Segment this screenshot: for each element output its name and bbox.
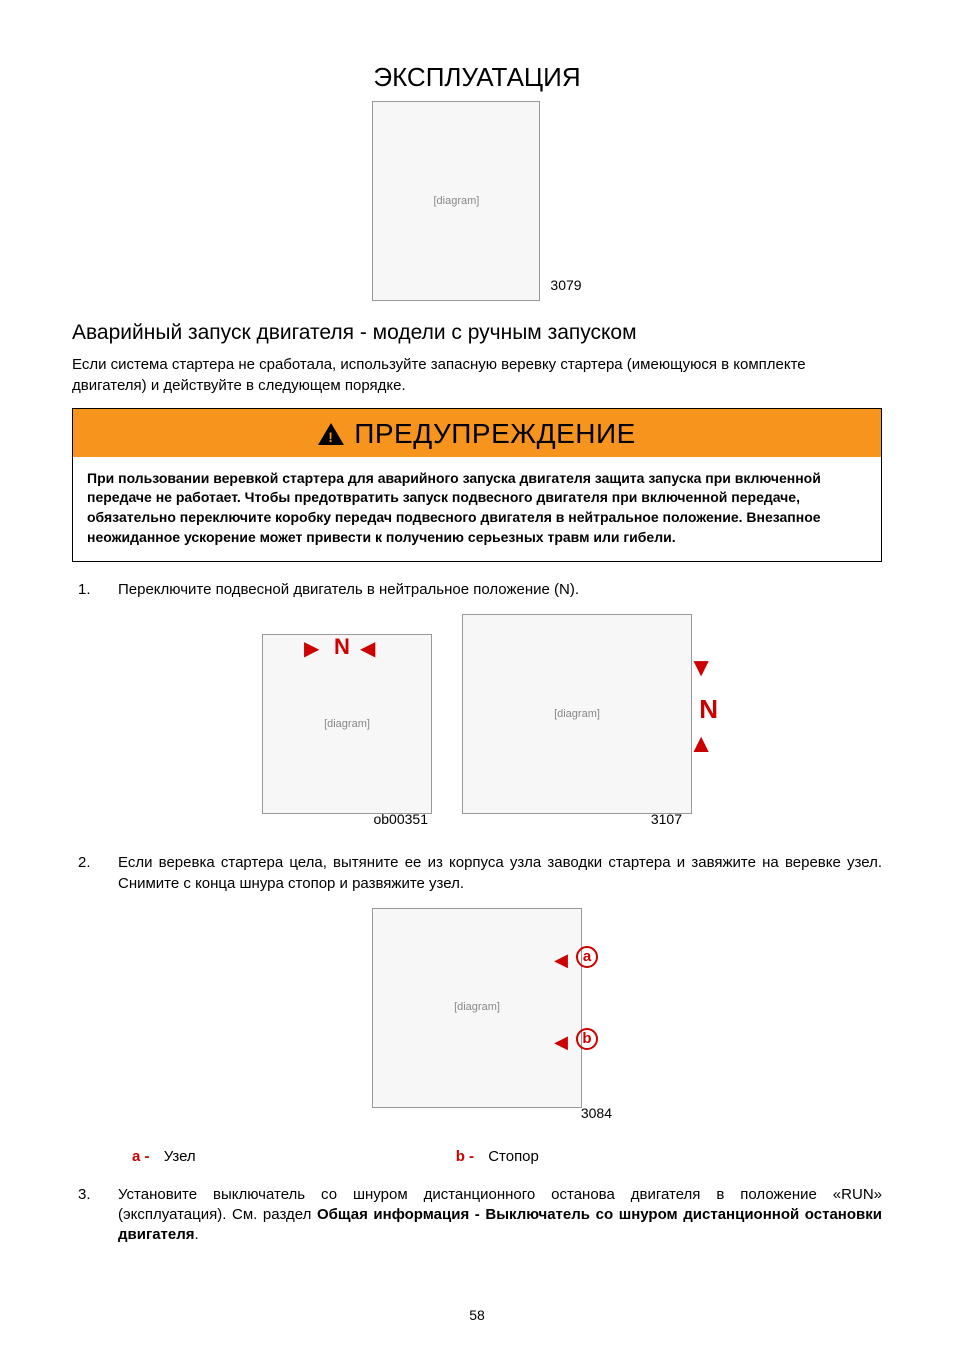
arrow-up-icon: ▲ — [688, 726, 714, 761]
arrow-down-icon: ▼ — [688, 650, 714, 685]
step-3-text-seg-2: . — [195, 1226, 199, 1243]
callout-b: b — [576, 1028, 598, 1050]
step-2-figures: [diagram] a ◀ b ◀ 3084 — [72, 908, 882, 1129]
intro-text: Если система стартера не сработала, испо… — [72, 355, 882, 396]
legend-a-key: a - — [132, 1148, 150, 1165]
page-number: 58 — [72, 1306, 882, 1325]
figure-top-number: 3079 — [550, 276, 581, 295]
warning-box: ПРЕДУПРЕЖДЕНИЕ При пользовании веревкой … — [72, 408, 882, 562]
step-2-text: Если веревка стартера цела, вытяните ее … — [118, 854, 882, 891]
step-1-figures: [diagram] N ▶ ◀ ob00351 [diagram] N ▼ ▲ … — [72, 614, 882, 835]
page-title: ЭКСПЛУАТАЦИЯ — [72, 60, 882, 95]
figure-neutral-remote: [diagram] — [462, 614, 692, 814]
neutral-label-n: N — [334, 632, 350, 662]
step-3: Установите выключатель со шнуром дистанц… — [72, 1185, 882, 1246]
figure-starter-rope-num: 3084 — [581, 1104, 612, 1123]
warning-body-text: При пользовании веревкой стартера для ав… — [73, 457, 881, 561]
arrow-right-icon: ▶ — [304, 636, 319, 663]
warning-header: ПРЕДУПРЕЖДЕНИЕ — [73, 409, 881, 457]
step-2-legend: a - Узел b - Стопор — [132, 1147, 882, 1167]
figure-starter-rope: [diagram] — [372, 908, 582, 1108]
step-2: Если веревка стартера цела, вытяните ее … — [72, 853, 882, 894]
figure-top: [diagram] — [372, 101, 540, 301]
step-1-text: Переключите подвесной двигатель в нейтра… — [118, 581, 579, 598]
step-1: Переключите подвесной двигатель в нейтра… — [72, 580, 882, 600]
warning-triangle-icon — [318, 423, 344, 445]
figure-top-row: [diagram] 3079 — [72, 101, 882, 301]
steps-list: Переключите подвесной двигатель в нейтра… — [72, 580, 882, 1246]
neutral-label-n-2: N — [699, 692, 718, 727]
legend-b-key: b - — [456, 1148, 474, 1165]
arrow-left-icon: ◀ — [360, 636, 375, 663]
legend-b-label: Стопор — [488, 1148, 539, 1165]
callout-a-arrow-icon: ◀ — [554, 948, 568, 972]
callout-b-arrow-icon: ◀ — [554, 1030, 568, 1054]
legend-b: b - Стопор — [456, 1147, 539, 1167]
warning-header-text: ПРЕДУПРЕЖДЕНИЕ — [354, 415, 636, 453]
legend-a-label: Узел — [164, 1148, 196, 1165]
legend-a: a - Узел — [132, 1147, 196, 1167]
section-title: Аварийный запуск двигателя - модели с ру… — [72, 319, 882, 347]
callout-a: a — [576, 946, 598, 968]
